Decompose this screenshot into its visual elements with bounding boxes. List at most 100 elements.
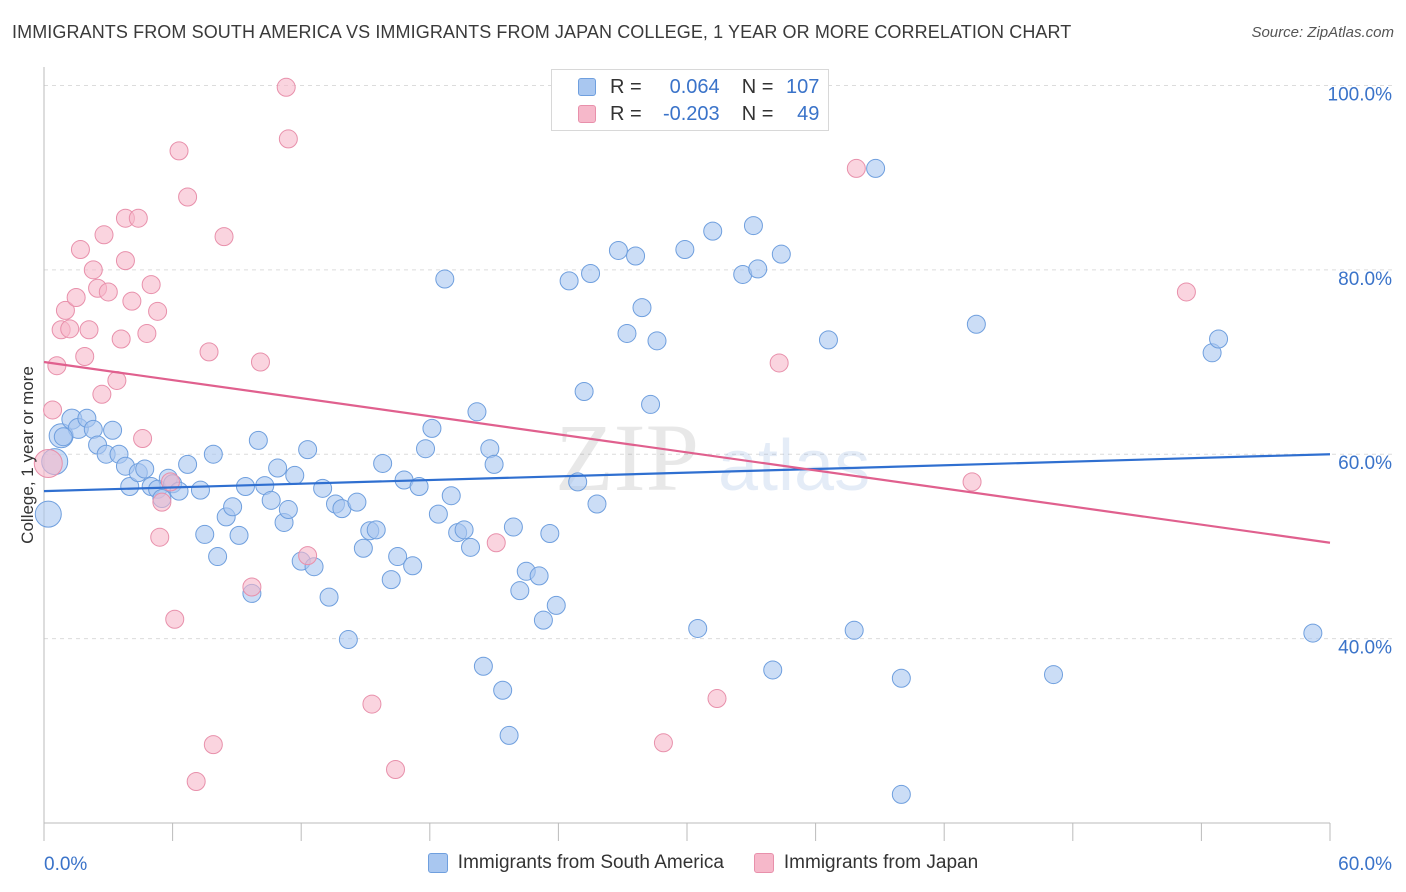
data-point-south-america — [771, 244, 791, 264]
data-point-south-america — [347, 492, 367, 512]
data-point-south-america — [891, 668, 911, 688]
data-point-japan — [199, 342, 219, 362]
data-point-south-america — [248, 430, 268, 450]
data-point-japan — [186, 772, 206, 792]
legend-label-japan: Immigrants from Japan — [783, 852, 979, 873]
data-point-south-america — [403, 556, 423, 576]
data-point-japan — [214, 227, 234, 247]
y-axis-label: College, 1 year or more — [18, 366, 37, 544]
data-point-south-america — [208, 547, 228, 567]
data-point-south-america — [608, 240, 628, 260]
data-point-south-america — [353, 538, 373, 558]
data-point-south-america — [135, 459, 155, 479]
data-point-south-america — [285, 465, 305, 485]
y-tick-label: 80.0% — [1338, 269, 1392, 290]
series-japan-points — [33, 77, 1196, 792]
data-point-japan — [98, 282, 118, 302]
data-point-south-america — [844, 620, 864, 640]
legend-swatch-south-america — [427, 853, 448, 873]
data-point-japan — [1176, 282, 1196, 302]
data-point-south-america — [373, 453, 393, 473]
watermark-zip: ZIP — [555, 404, 699, 511]
swatch-japan — [578, 105, 596, 123]
data-point-japan — [148, 301, 168, 321]
data-point-japan — [653, 733, 673, 753]
legend-item-south-america[interactable]: Immigrants from South America — [427, 852, 724, 874]
data-point-south-america — [493, 680, 513, 700]
data-point-japan — [362, 694, 382, 714]
data-point-japan — [386, 760, 406, 780]
tick-labels: 40.0% 60.0% 80.0% 100.0% 0.0% 60.0% — [44, 84, 1392, 875]
data-point-japan — [66, 287, 86, 307]
legend: Immigrants from South America Immigrants… — [0, 852, 1406, 874]
r-label: R = — [610, 75, 642, 98]
n-value: 107 — [786, 75, 820, 98]
legend-item-japan[interactable]: Immigrants from Japan — [753, 852, 979, 874]
data-point-japan — [75, 346, 95, 366]
data-point-south-america — [484, 454, 504, 474]
source-label: Source: ZipAtlas.com — [1251, 24, 1394, 41]
data-point-japan — [128, 208, 148, 228]
data-point-south-america — [120, 476, 140, 496]
watermark: ZIP atlas — [555, 404, 870, 511]
legend-swatch-japan — [753, 853, 774, 873]
data-point-south-america — [617, 323, 637, 343]
data-point-south-america — [1044, 665, 1064, 685]
data-point-south-america — [499, 725, 519, 745]
data-point-japan — [962, 472, 982, 492]
data-point-south-america — [195, 524, 215, 544]
data-point-south-america — [190, 480, 210, 500]
n-label: N = — [741, 75, 774, 98]
chart-title: IMMIGRANTS FROM SOUTH AMERICA VS IMMIGRA… — [12, 22, 1072, 42]
trend-line-south-america — [43, 453, 1331, 493]
legend-label-south-america: Immigrants from South America — [457, 852, 724, 873]
stats-box: R = 0.064 N = 107 R = -0.203 N = 49 — [551, 69, 829, 131]
x-tick-label: 60.0% — [1338, 854, 1392, 875]
data-point-south-america — [581, 264, 601, 284]
data-point-japan — [83, 260, 103, 280]
data-point-south-america — [540, 524, 560, 544]
data-point-south-america — [34, 500, 62, 528]
data-point-south-america — [688, 618, 708, 638]
data-point-japan — [150, 527, 170, 547]
n-value: 49 — [797, 102, 820, 125]
y-tick-label: 40.0% — [1338, 638, 1392, 659]
data-point-south-america — [891, 784, 911, 804]
data-point-south-america — [103, 420, 123, 440]
data-point-south-america — [480, 439, 500, 459]
data-point-japan — [769, 353, 789, 373]
stats-row-japan: R = -0.203 N = 49 — [552, 101, 819, 127]
data-point-south-america — [503, 517, 523, 537]
data-point-south-america — [454, 520, 474, 540]
swatch-south-america — [578, 78, 596, 96]
data-point-south-america — [559, 271, 579, 291]
data-point-south-america — [966, 314, 986, 334]
data-point-south-america — [261, 490, 281, 510]
data-point-south-america — [529, 566, 549, 586]
data-point-south-america — [763, 660, 783, 680]
data-point-japan — [43, 400, 63, 420]
data-point-south-america — [748, 259, 768, 279]
data-point-japan — [111, 329, 131, 349]
data-point-south-america — [223, 497, 243, 517]
data-point-japan — [152, 492, 172, 512]
data-point-south-america — [409, 476, 429, 496]
data-point-south-america — [703, 221, 723, 241]
data-point-south-america — [366, 520, 386, 540]
data-point-south-america — [229, 525, 249, 545]
data-point-south-america — [533, 610, 553, 630]
axes — [43, 67, 1331, 841]
x-tick-label: 0.0% — [44, 854, 87, 875]
data-point-japan — [55, 300, 75, 320]
data-point-japan — [486, 533, 506, 553]
data-point-japan — [165, 609, 185, 629]
data-point-south-america — [319, 587, 339, 607]
data-point-south-america — [428, 504, 448, 524]
data-point-south-america — [866, 158, 886, 178]
data-point-south-america — [587, 494, 607, 514]
data-point-japan — [137, 323, 157, 343]
data-point-south-america — [743, 216, 763, 236]
data-point-japan — [169, 141, 189, 161]
data-point-south-america — [510, 581, 530, 601]
data-point-south-america — [441, 486, 461, 506]
